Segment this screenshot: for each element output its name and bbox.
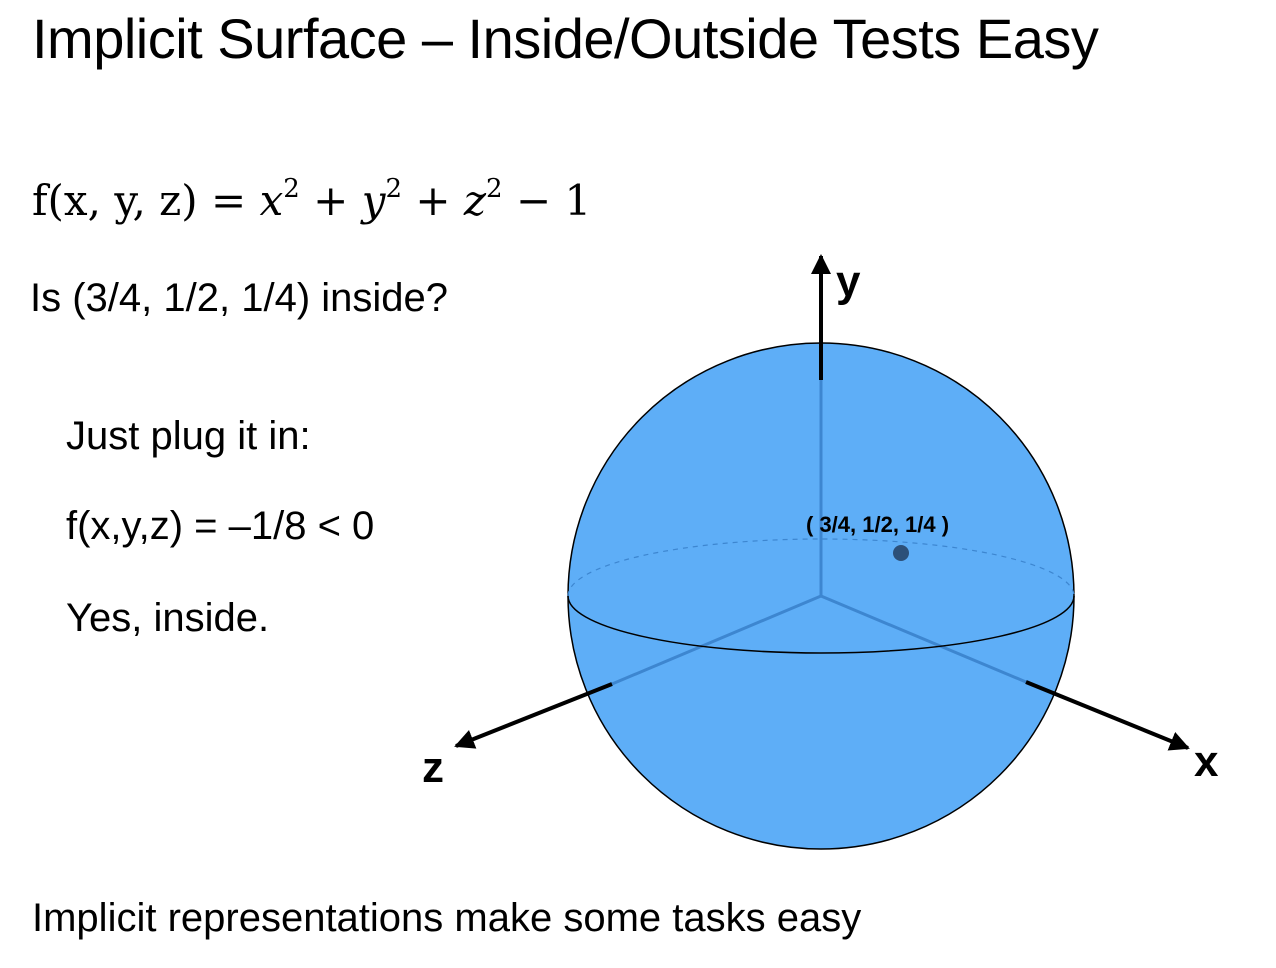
formula-plus-2: + <box>402 176 464 225</box>
formula-x-term: x <box>259 176 284 225</box>
equator-front <box>567 595 1075 654</box>
question-text: Is (3/4, 1/2, 1/4) inside? <box>30 276 449 320</box>
formula-plus-1: + <box>299 176 362 225</box>
step-evaluation: f(x,y,z) = –1/8 < 0 <box>66 504 375 548</box>
x-axis-inner <box>820 594 1027 684</box>
step-plug-in: Just plug it in: <box>66 414 311 458</box>
formula-x-power: 2 <box>283 174 300 204</box>
x-axis-arrow <box>1025 680 1190 751</box>
footer-text: Implicit representations make some tasks… <box>32 896 862 940</box>
implicit-function-formula: f(x, y, z) = x2 + y2 + z2 − 1 <box>32 176 591 225</box>
z-axis-inner <box>611 594 822 686</box>
formula-z-power: 2 <box>486 174 503 204</box>
formula-y-power: 2 <box>385 174 402 204</box>
z-axis-label: z <box>422 743 444 792</box>
test-point-marker <box>893 545 909 561</box>
z-axis-arrow <box>454 682 613 749</box>
equator-back-dashed <box>567 538 1075 597</box>
x-axis-label: x <box>1194 737 1219 786</box>
step-conclusion: Yes, inside. <box>66 596 270 640</box>
formula-tail: − 1 <box>502 176 592 225</box>
slide-title: Implicit Surface – Inside/Outside Tests … <box>32 7 1099 70</box>
formula-y-term: y <box>361 176 386 225</box>
formula-z-term: z <box>463 176 487 225</box>
formula-lhs: f(x, y, z) = <box>32 176 260 225</box>
y-axis-label: y <box>836 257 861 306</box>
test-point-label: ( 3/4, 1/2, 1/4 ) <box>806 512 949 537</box>
